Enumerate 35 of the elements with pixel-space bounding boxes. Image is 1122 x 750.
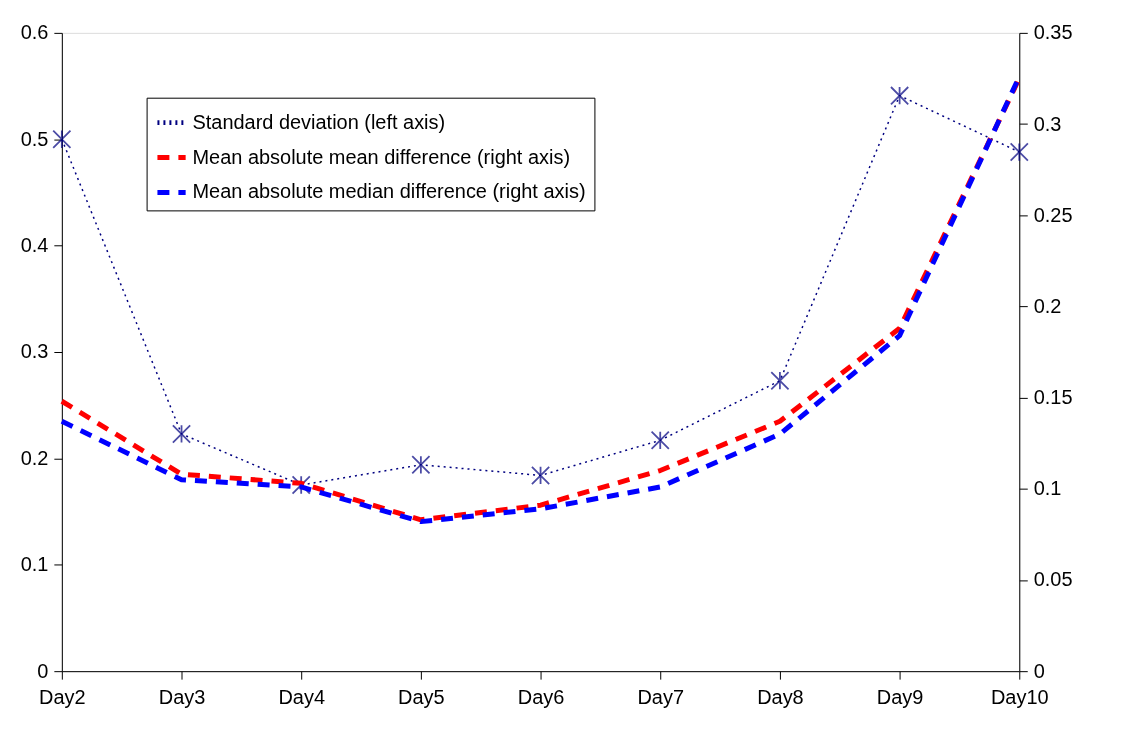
point	[650, 430, 670, 450]
y2-tick-label: 0.3	[1033, 112, 1062, 135]
point	[770, 371, 790, 391]
x-tick-label: Day8	[757, 685, 804, 708]
point	[1009, 142, 1029, 162]
legend-label: Standard deviation (left axis)	[192, 110, 446, 133]
y-tick-label: 0.1	[20, 553, 49, 576]
y-tick-label: 0.5	[20, 127, 49, 150]
y-tick-label: 0	[37, 659, 49, 682]
y2-tick-label: 0.15	[1033, 386, 1073, 409]
point	[531, 465, 551, 485]
point	[411, 455, 431, 475]
x-tick-label: Day7	[637, 685, 685, 708]
x-tick-label: Day5	[398, 685, 445, 708]
x-tick-label: Day4	[278, 685, 325, 708]
y2-tick-label: 0.2	[1033, 294, 1062, 317]
x-tick-label: Day9	[876, 685, 924, 708]
point	[171, 424, 192, 444]
y2-tick-label: 0.05	[1033, 568, 1073, 591]
point	[52, 129, 72, 149]
y2-tick-label: 0.25	[1033, 203, 1073, 226]
x-tick-label: Day2	[39, 685, 86, 708]
y-tick-label: 0.4	[20, 234, 49, 257]
legend-label: Mean absolute median difference (right axis)	[192, 180, 586, 203]
y-tick-label: 0.6	[20, 21, 49, 44]
point	[890, 86, 910, 106]
y-tick-label: 0.2	[20, 446, 49, 469]
x-tick-label: Day10	[990, 685, 1049, 708]
x-tick-label: Day6	[517, 685, 565, 708]
x-tick-label: Day3	[158, 685, 206, 708]
y2-tick-label: 0.35	[1033, 21, 1073, 44]
y-tick-label: 0.3	[20, 340, 49, 363]
y2-tick-label: 0.1	[1033, 477, 1062, 500]
y2-tick-label: 0	[1033, 659, 1045, 682]
legend-label: Mean absolute mean difference (right axis)	[192, 145, 571, 168]
